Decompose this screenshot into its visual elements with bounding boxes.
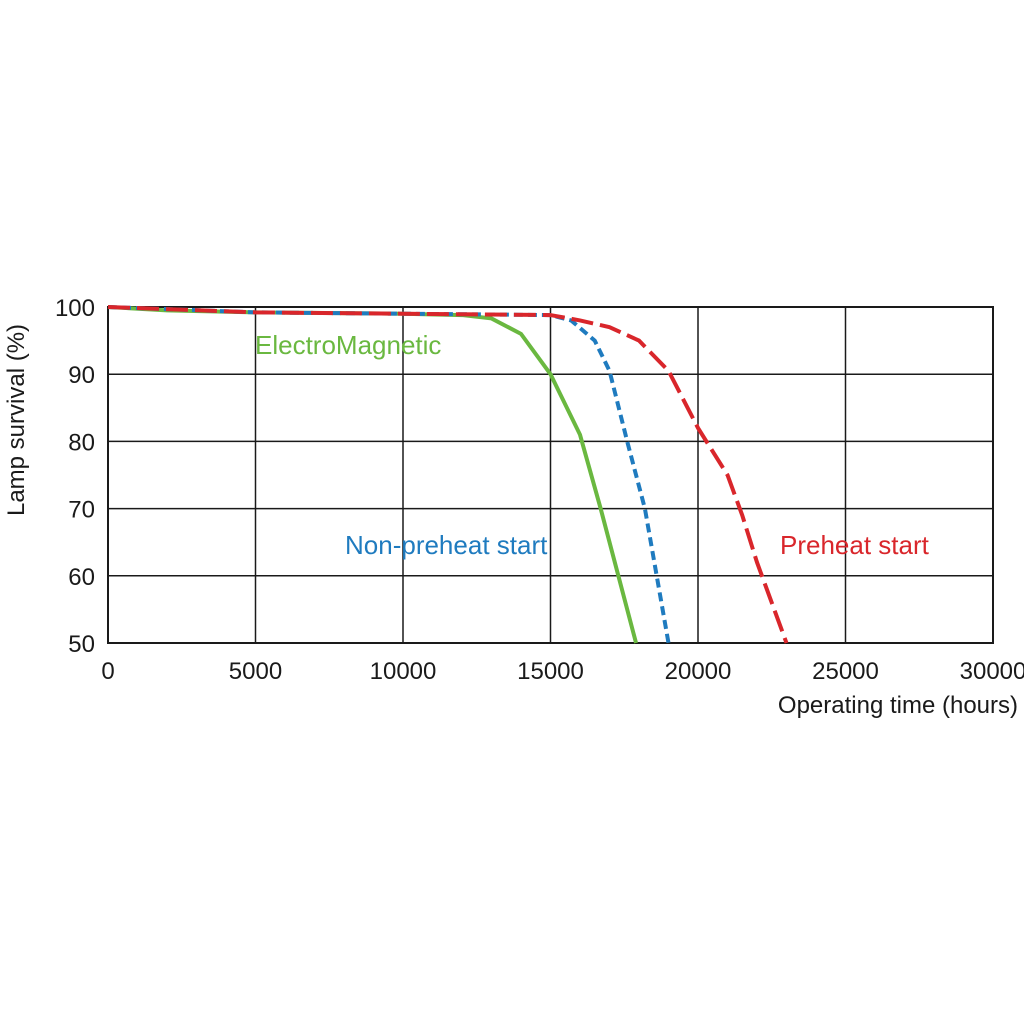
series-line (107, 305, 789, 644)
y-tick-label: 100 (55, 295, 95, 322)
y-tick-label: 60 (68, 564, 95, 591)
x-tick-label: 5000 (229, 658, 282, 685)
y-tick-label: 80 (68, 429, 95, 456)
series-label: ElectroMagnetic (255, 330, 441, 360)
x-tick-label: 20000 (665, 658, 732, 685)
series-label: Non-preheat start (345, 530, 548, 560)
y-tick-label: 70 (68, 497, 95, 524)
y-axis-label: Lamp survival (%) (3, 324, 30, 516)
x-tick-label: 25000 (812, 658, 879, 685)
y-tick-label: 50 (68, 631, 95, 658)
x-axis-label: Operating time (hours) (778, 692, 1018, 719)
y-tick-label: 90 (68, 362, 95, 389)
plot-frame (107, 306, 994, 644)
series-label: Preheat start (780, 530, 930, 560)
x-tick-label: 30000 (960, 658, 1024, 685)
x-tick-label: 0 (101, 658, 114, 685)
x-tick-label: 15000 (517, 658, 584, 685)
x-tick-label: 10000 (370, 658, 437, 685)
